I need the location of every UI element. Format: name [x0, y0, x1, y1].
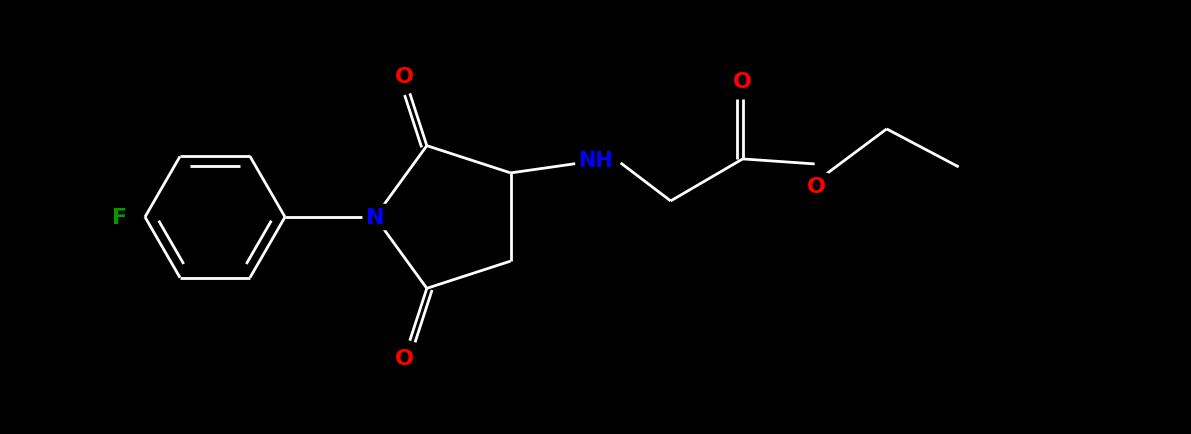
Text: O: O [394, 348, 413, 368]
Text: N: N [366, 207, 385, 227]
Text: NH: NH [579, 151, 613, 171]
Text: O: O [394, 67, 413, 87]
Text: O: O [734, 72, 753, 92]
Text: F: F [112, 207, 127, 227]
Text: O: O [807, 177, 827, 197]
